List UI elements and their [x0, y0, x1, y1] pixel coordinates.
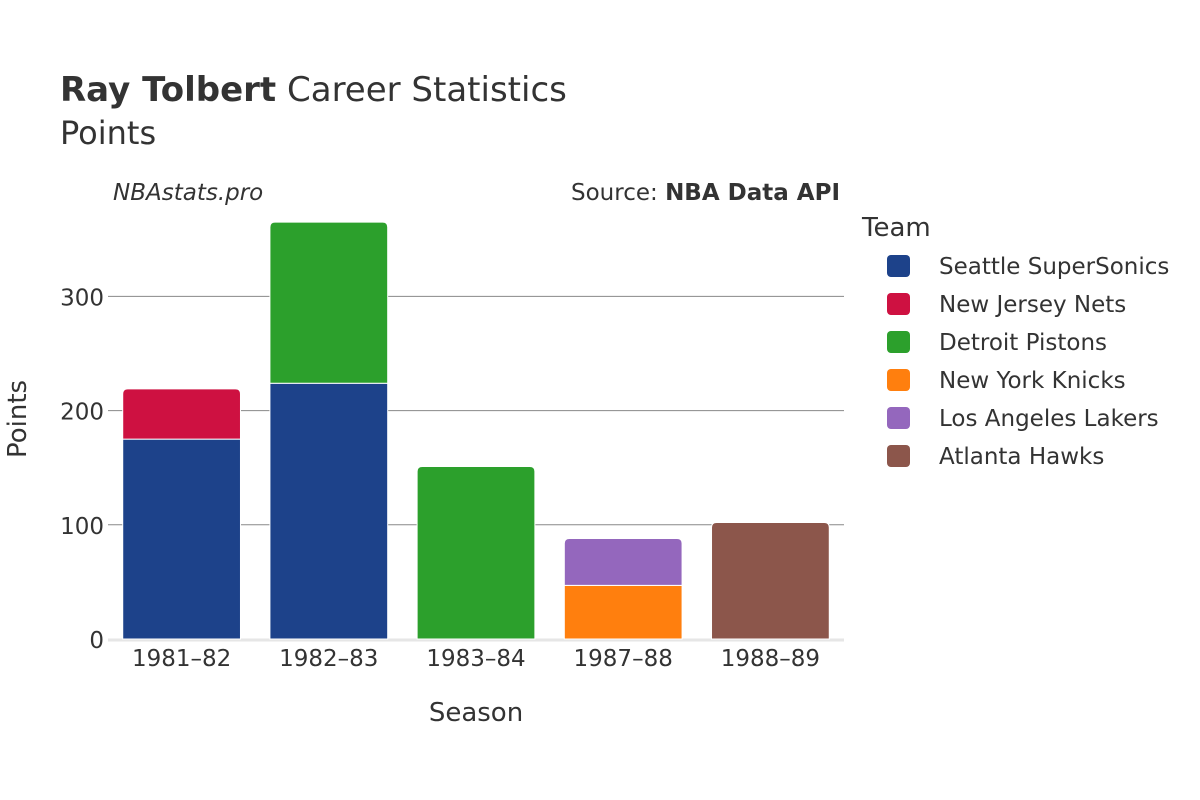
y-axis-label: Points: [3, 380, 33, 458]
legend-label: Seattle SuperSonics: [939, 254, 1169, 280]
legend-swatch: [887, 369, 910, 391]
legend-swatch: [887, 331, 910, 353]
x-tick-label: 1983–84: [426, 646, 525, 672]
legend-swatch: [887, 293, 910, 315]
x-tick-label: 1988–89: [721, 646, 820, 672]
legend-label: New Jersey Nets: [939, 292, 1126, 318]
legend-label: New York Knicks: [939, 368, 1126, 394]
y-tick-label: 0: [89, 628, 104, 654]
bar-segment: [711, 522, 830, 640]
legend-swatch: [887, 445, 910, 467]
bar-segment: [416, 466, 536, 640]
legend: Seattle SuperSonics New Jersey Nets Detroi…: [887, 254, 1169, 470]
bars: [122, 221, 830, 640]
y-tick-label: 300: [60, 285, 104, 311]
legend-label: Atlanta Hawks: [939, 444, 1104, 470]
x-tick-label: 1981–82: [132, 646, 231, 672]
x-tick-label: 1982–83: [279, 646, 378, 672]
bar-segment: [563, 538, 683, 586]
chart-subtitle: Points: [60, 114, 156, 152]
x-tick-label: 1987–88: [574, 646, 673, 672]
chart-title-rest: Career Statistics: [276, 70, 567, 110]
legend-title: Team: [861, 213, 931, 243]
legend-label: Los Angeles Lakers: [939, 406, 1159, 432]
bar-segment: [122, 438, 241, 640]
legend-swatch: [887, 255, 910, 277]
y-tick-label: 200: [60, 400, 104, 426]
bar-segment: [563, 584, 683, 640]
source-prefix: Source:: [571, 180, 665, 206]
bar-segment: [269, 221, 389, 384]
chart-title-bold: Ray Tolbert: [60, 70, 276, 110]
x-axis-label: Season: [429, 698, 523, 728]
source-name: NBA Data API: [665, 180, 840, 206]
chart-title: Ray Tolbert Career Statistics: [60, 70, 567, 110]
watermark: NBAstats.pro: [113, 180, 263, 206]
y-tick-labels: 0 100 200 300: [60, 285, 104, 654]
source-label: Source: NBA Data API: [571, 180, 840, 206]
legend-label: Detroit Pistons: [939, 330, 1107, 356]
bar-segment: [269, 381, 389, 640]
bar-segment: [122, 388, 241, 440]
x-tick-labels: 1981–82 1982–83 1983–84 1987–88 1988–89: [132, 646, 820, 672]
legend-swatch: [887, 407, 910, 429]
y-tick-label: 100: [60, 514, 104, 540]
